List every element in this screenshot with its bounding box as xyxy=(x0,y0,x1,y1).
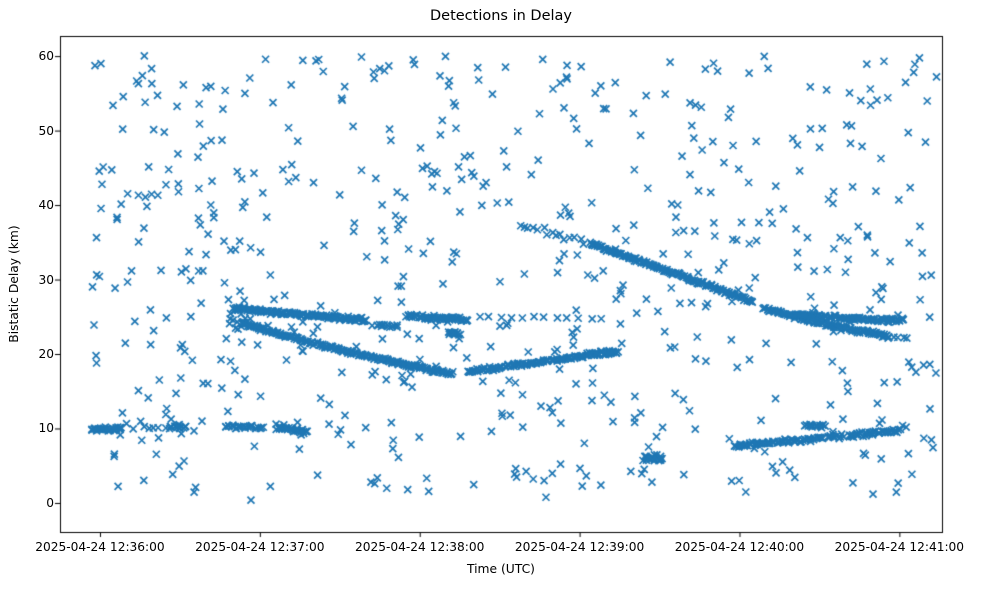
y-tick-label: 10 xyxy=(38,421,54,436)
y-tick-label: 30 xyxy=(38,272,54,287)
chart-title: Detections in Delay xyxy=(429,8,572,24)
y-tick-label: 40 xyxy=(38,198,54,213)
y-tick-label: 20 xyxy=(38,347,54,361)
y-tick-label: 60 xyxy=(38,49,54,64)
y-tick-label: 50 xyxy=(38,123,54,138)
y-tick-label: 0 xyxy=(46,495,54,510)
x-axis-label: Time (UTC) xyxy=(467,562,535,576)
x-tick-label: 2025-04-24 12:38:00 xyxy=(354,540,485,554)
x-tick-label: 2025-04-24 12:36:00 xyxy=(35,540,165,554)
x-tick-label: 2025-04-24 12:40:00 xyxy=(674,540,805,554)
x-tick-label: 2025-04-24 12:39:00 xyxy=(514,540,645,554)
x-tick-label: 2025-04-24 12:37:00 xyxy=(195,540,325,554)
x-tick-label: 2025-04-24 12:41:00 xyxy=(834,540,965,554)
